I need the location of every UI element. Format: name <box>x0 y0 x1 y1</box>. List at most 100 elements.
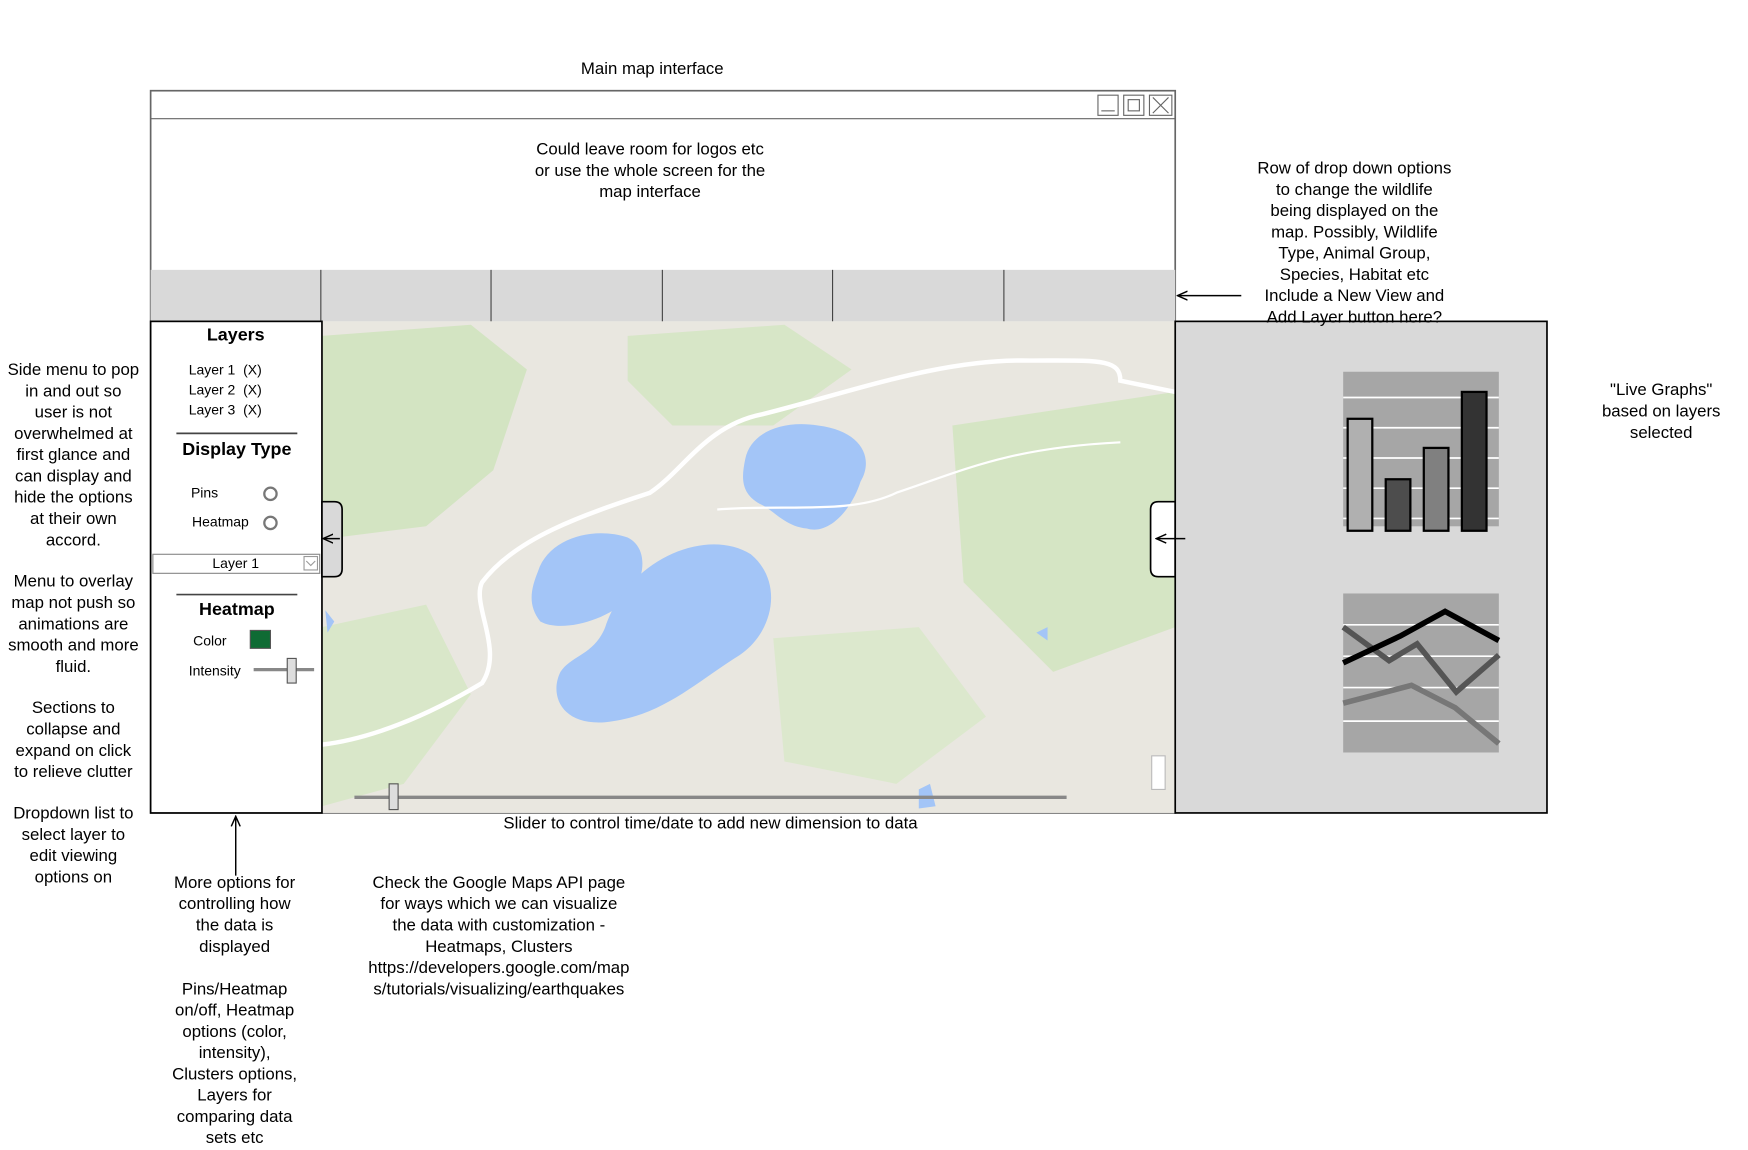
heatmap-radio[interactable] <box>263 515 278 531</box>
side-menu-note: collapse and <box>26 720 120 739</box>
api-note: https://developers.google.com/map <box>368 958 629 977</box>
lake <box>531 533 643 626</box>
road <box>717 441 1121 511</box>
graphs-note: "Live Graphs" <box>1610 380 1712 399</box>
pins-radio[interactable] <box>263 486 278 502</box>
icon-line <box>1341 608 1501 666</box>
map-green <box>627 324 852 426</box>
layer-item: Layer 3 (X) <box>189 402 262 418</box>
dropdown-button <box>303 555 319 571</box>
icon-bar <box>1460 390 1488 532</box>
dropdown-row <box>150 269 1176 322</box>
dropdown-tab[interactable] <box>491 270 662 322</box>
side-menu-note: user is not <box>35 403 113 422</box>
options-note: displayed <box>199 937 270 956</box>
window-buttons <box>1097 94 1173 116</box>
dropdown-note: map. Possibly, Wildlife <box>1271 222 1438 241</box>
map[interactable] <box>321 321 1176 813</box>
side-menu-note: in and out so <box>25 381 121 400</box>
map-green <box>952 391 1176 672</box>
header-note: Could leave room for logos etc <box>536 139 764 158</box>
layer-dropdown[interactable] <box>152 553 321 574</box>
pins-label: Pins <box>191 485 218 501</box>
dropdown-note: Row of drop down options <box>1257 159 1451 178</box>
heatmap-label: Heatmap <box>192 514 249 530</box>
options-note: the data is <box>196 915 273 934</box>
options-note: on/off, Heatmap <box>175 1001 294 1020</box>
icon-bar <box>1384 478 1412 532</box>
dropdown-note: Type, Animal Group, <box>1278 244 1430 263</box>
api-note: s/tutorials/visualizing/earthquakes <box>373 979 624 998</box>
icon-bar <box>1346 417 1374 532</box>
side-menu-note: select layer to <box>22 825 126 844</box>
graphs-note: selected <box>1630 423 1693 442</box>
icon-line <box>1342 682 1501 746</box>
icon-bar <box>1422 446 1450 532</box>
dropdown-note: Include a New View and <box>1265 286 1445 305</box>
layer-item: Layer 1 (X) <box>189 361 262 377</box>
api-note: Heatmaps, Clusters <box>425 937 572 956</box>
side-menu-note: to relieve clutter <box>14 762 133 781</box>
color-swatch[interactable] <box>249 629 272 649</box>
heatmap-heading: Heatmap <box>199 599 275 619</box>
maximize-icon <box>1127 99 1140 112</box>
side-menu-note: Menu to overlay <box>14 572 134 591</box>
side-menu-note: hide the options <box>14 488 133 507</box>
slider-note: Slider to control time/date to add new d… <box>503 814 918 833</box>
api-note: the data with customization - <box>393 915 606 934</box>
main-title: Main map interface <box>581 59 724 78</box>
dropdown-tab[interactable] <box>1004 270 1175 322</box>
intensity-thumb[interactable] <box>286 657 297 684</box>
map-green <box>321 604 471 807</box>
options-note: Clusters options, <box>172 1064 297 1083</box>
lake <box>743 424 866 530</box>
side-menu-note: edit viewing <box>30 846 118 865</box>
dropdown-tab[interactable] <box>321 270 491 322</box>
line-graph-icon <box>1341 593 1501 753</box>
options-note: intensity), <box>199 1043 271 1062</box>
map-green <box>773 627 986 784</box>
side-menu-note: Sections to <box>32 698 115 717</box>
layer-select-value: Layer 1 <box>212 555 259 571</box>
graph-bg <box>1343 593 1499 753</box>
dropdown-tab[interactable] <box>833 270 1004 322</box>
close-icon <box>1152 97 1169 114</box>
side-menu-note: fluid. <box>56 657 91 676</box>
side-menu-note: can display and <box>15 466 132 485</box>
side-menu-note: first glance and <box>16 445 130 464</box>
header-note: or use the whole screen for the <box>535 161 765 180</box>
options-note: controlling how <box>179 894 292 913</box>
side-menu-note: Dropdown list to <box>13 804 133 823</box>
options-note: More options for <box>174 873 296 892</box>
layers-heading: Layers <box>207 325 265 345</box>
lake <box>556 544 772 723</box>
options-note: comparing data <box>177 1107 293 1126</box>
side-menu-note: map not push so <box>11 593 135 612</box>
options-note: options (color, <box>182 1022 286 1041</box>
dropdown-note: Add Layer button here? <box>1267 307 1442 326</box>
side-menu-note: animations are <box>18 614 128 633</box>
zoom-control[interactable] <box>1151 755 1166 790</box>
time-slider-thumb[interactable] <box>388 783 399 811</box>
side-menu-note: overwhelmed at <box>14 424 133 443</box>
dropdown-caret <box>305 560 316 567</box>
options-note: Layers for <box>197 1086 272 1105</box>
api-note: for ways which we can visualize <box>380 894 617 913</box>
side-menu-note: accord. <box>46 530 101 549</box>
dropdown-tab[interactable] <box>662 270 832 322</box>
side-menu-note: options on <box>35 867 112 886</box>
side-menu-note: Side menu to pop <box>8 360 140 379</box>
api-note: Check the Google Maps API page <box>372 873 625 892</box>
dropdown-note: Species, Habitat etc <box>1280 265 1429 284</box>
graphs-note: based on layers <box>1602 402 1720 421</box>
color-label: Color <box>193 632 227 648</box>
layer-item: Layer 2 (X) <box>189 382 262 398</box>
bar-graph-icon <box>1343 371 1499 532</box>
display-type-heading: Display Type <box>182 439 291 459</box>
side-menu-note: smooth and more <box>8 636 139 655</box>
side-menu-note: expand on click <box>16 741 132 760</box>
minimize-button[interactable] <box>1097 94 1119 116</box>
dropdown-tab[interactable] <box>151 270 321 322</box>
